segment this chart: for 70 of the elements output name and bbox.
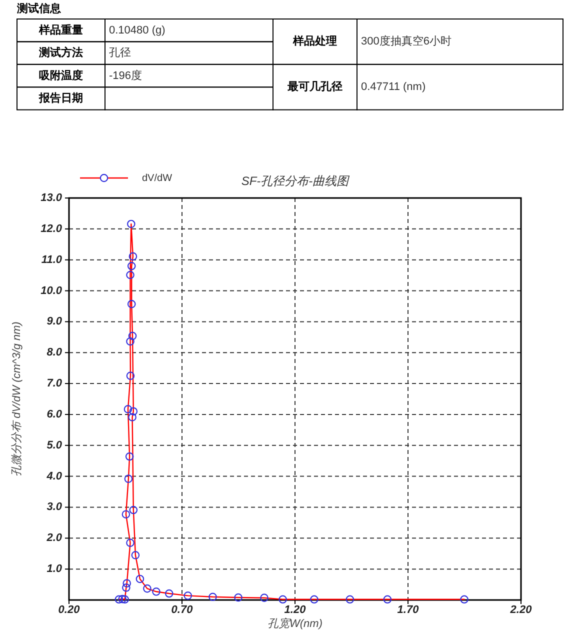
point (184, 592, 192, 600)
text: 测试方法 (38, 46, 83, 60)
point (208, 592, 217, 602)
text: 孔径 (109, 47, 131, 60)
text: 最可几孔径 (286, 80, 342, 94)
point (129, 407, 138, 416)
point (128, 413, 136, 422)
point (124, 405, 132, 414)
y-tick-label: 3.0 (46, 501, 63, 514)
y-axis-title: 孔微分分布 dV/dW (cm^3/g nm) (11, 321, 23, 476)
point (278, 595, 287, 604)
chart-title: SF-孔径分布-曲线图 (241, 174, 351, 188)
text: 吸附温度 (39, 68, 83, 82)
point (126, 270, 134, 280)
point (122, 579, 132, 588)
y-tick-label: 1.0 (46, 563, 63, 576)
text: -196度 (109, 68, 142, 82)
y-tick-label: 9.0 (46, 316, 63, 328)
point (125, 452, 134, 461)
text: 样品重量 (38, 23, 83, 36)
point (127, 220, 136, 228)
point (131, 551, 140, 560)
x-tick-label: 1.20 (284, 604, 307, 616)
point (126, 337, 134, 346)
point (310, 595, 318, 604)
y-tick-label: 4.0 (46, 470, 63, 482)
point (164, 589, 174, 598)
x-tick-label: 0.70 (171, 604, 194, 616)
point (460, 595, 468, 604)
point (128, 252, 138, 261)
point (260, 594, 268, 602)
point (234, 593, 242, 602)
legend: dV/dW (80, 172, 172, 184)
point (126, 538, 134, 547)
point (383, 595, 392, 604)
point (127, 300, 136, 308)
y-tick-label: 11.0 (41, 254, 63, 266)
text: 0.47711 (nm) (361, 81, 426, 94)
point (122, 510, 130, 518)
point (128, 332, 137, 340)
point (143, 584, 152, 593)
point (126, 372, 135, 380)
point (346, 595, 354, 604)
y-tick-label: 13.0 (40, 192, 63, 204)
y-tick-label: 7.0 (46, 378, 63, 390)
y-tick-label: 10.0 (40, 284, 63, 297)
text: 0.10480 (g) (109, 24, 166, 36)
point (127, 262, 136, 270)
legend-label: dV/dW (142, 172, 173, 184)
text: 报告日期 (38, 91, 83, 104)
point (136, 574, 144, 584)
y-tick-label: 6.0 (46, 408, 63, 420)
x-tick-label: 2.20 (509, 604, 533, 616)
x-tick-label: 0.20 (58, 604, 81, 616)
x-axis-title: 孔宽W(nm) (268, 617, 323, 630)
point (124, 474, 133, 483)
y-tick-label: 12.0 (40, 222, 63, 235)
y-tick-label: 5.0 (46, 439, 63, 452)
text: 样品处理 (292, 34, 337, 48)
y-tick-label: 2.0 (46, 532, 63, 544)
x-tick-label: 1.70 (397, 604, 420, 616)
point (129, 506, 138, 514)
y-tick-label: 8.0 (46, 346, 63, 359)
point (120, 595, 129, 604)
title: 测试信息 (17, 3, 61, 15)
point (122, 583, 130, 592)
point (118, 594, 126, 604)
text: 300度抽真空6小时 (361, 34, 452, 48)
point (114, 595, 124, 604)
point (152, 588, 160, 596)
